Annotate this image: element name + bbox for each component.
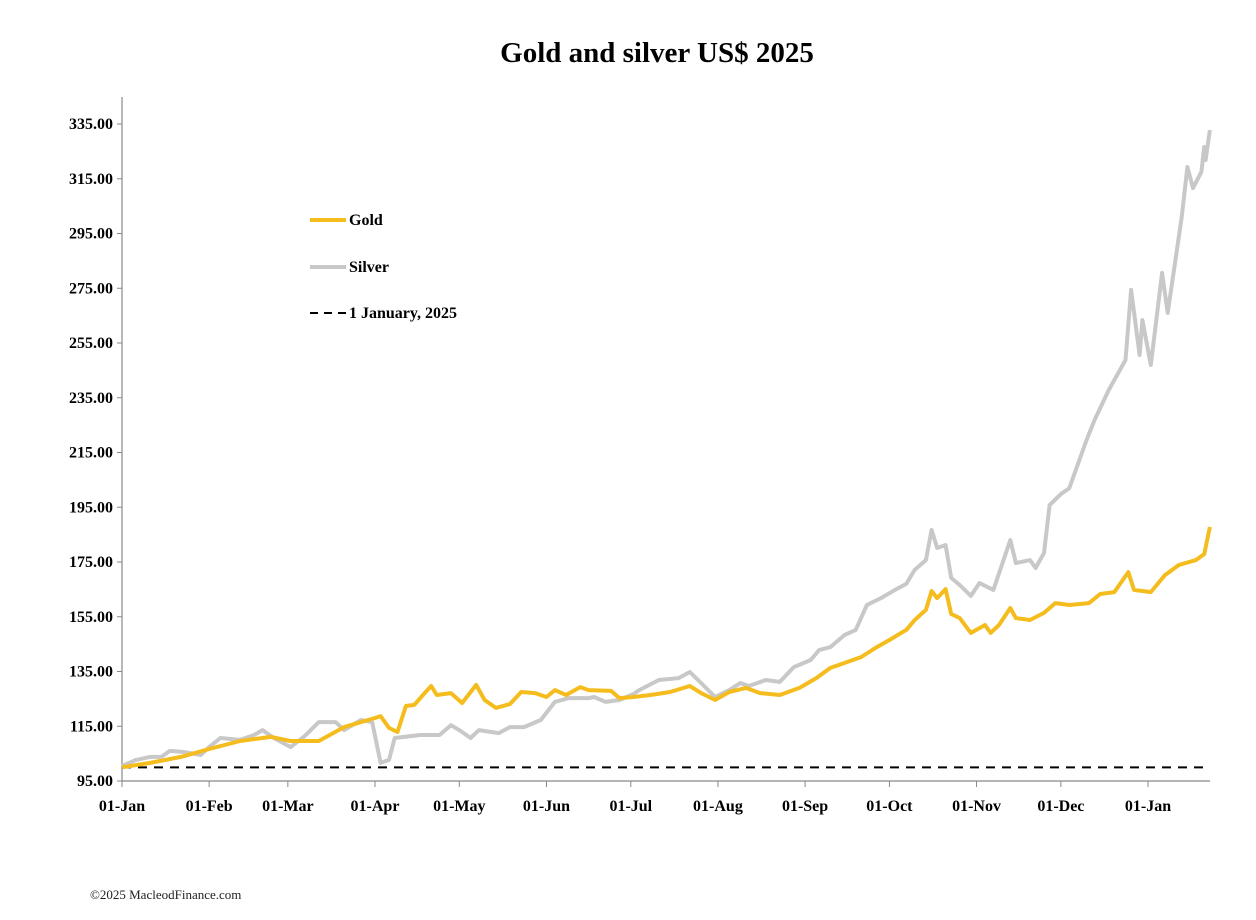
y-tick-label: 315.00 xyxy=(69,171,113,188)
x-tick-label: 01-Nov xyxy=(952,798,1001,815)
y-tick-label: 175.00 xyxy=(69,554,113,571)
chart-title: Gold and silver US$ 2025 xyxy=(500,37,814,69)
series-line-silver xyxy=(121,129,1212,768)
legend-label: 1 January, 2025 xyxy=(349,305,457,322)
y-tick-label: 135.00 xyxy=(69,664,113,681)
y-tick-label: 335.00 xyxy=(69,116,113,133)
y-tick-label: 195.00 xyxy=(69,499,113,516)
x-tick-label: 01-Dec xyxy=(1037,798,1084,815)
y-tick-label: 255.00 xyxy=(69,335,113,352)
y-tick-label: 115.00 xyxy=(70,718,113,735)
x-tick-label: 01-Jan xyxy=(1125,798,1171,815)
x-tick-label: 01-May xyxy=(433,798,485,815)
x-tick-label: 01-Aug xyxy=(693,798,743,815)
legend-reference: 1 January, 2025 xyxy=(310,305,457,322)
x-tick-label: 01-Sep xyxy=(782,798,828,815)
legend-label: Gold xyxy=(349,212,383,229)
x-tick-label: 01-Feb xyxy=(186,798,233,815)
y-tick-label: 235.00 xyxy=(69,390,113,407)
y-tick-label: 215.00 xyxy=(69,445,113,462)
x-tick-label: 01-Jul xyxy=(609,798,652,815)
legend-silver: Silver xyxy=(310,259,389,276)
x-tick-label: 01-Jun xyxy=(523,798,570,815)
x-tick-label: 01-Oct xyxy=(866,798,913,815)
x-tick-label: 01-Mar xyxy=(262,798,314,815)
legend-gold: Gold xyxy=(310,212,383,229)
legend-label: Silver xyxy=(349,259,389,276)
x-tick-label: 01-Apr xyxy=(351,798,400,815)
series-line-gold xyxy=(121,526,1212,770)
y-tick-label: 295.00 xyxy=(69,226,113,243)
copyright-footer: ©2025 MacleodFinance.com xyxy=(90,887,241,902)
y-tick-label: 95.00 xyxy=(77,773,113,790)
x-tick-label: 01-Jan xyxy=(99,798,145,815)
y-tick-label: 155.00 xyxy=(69,609,113,626)
y-tick-label: 275.00 xyxy=(69,280,113,297)
